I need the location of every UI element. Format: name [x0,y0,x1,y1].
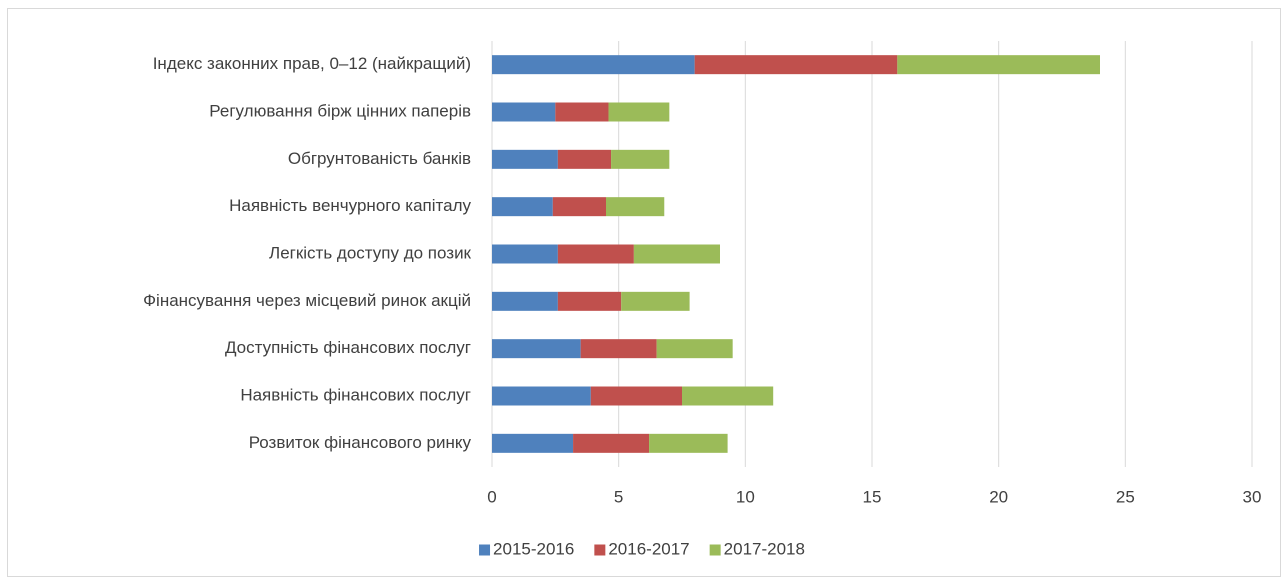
bar-segment [580,339,657,359]
bar-segment [557,291,622,311]
x-tick-label: 20 [989,487,1008,506]
x-tick-label: 0 [487,487,496,506]
x-tick-label: 25 [1116,487,1135,506]
bar-segment [492,386,591,406]
legend-swatch [709,544,721,556]
legend-label: 2017-2018 [724,539,805,558]
bar-segment [492,102,556,122]
bar-segment [633,244,720,264]
bar-segment [573,433,650,453]
bar-segment [621,291,690,311]
bar-segment [492,339,581,359]
x-tick-label: 10 [736,487,755,506]
y-tick-label: Наявність фінансових послуг [240,385,471,404]
legend-swatch [594,544,606,556]
x-tick-label: 5 [614,487,623,506]
bar-segment [694,55,898,75]
x-tick-label: 15 [863,487,882,506]
bar-segment [608,102,670,122]
bar-segment [552,197,606,217]
y-tick-label: Регулювання бірж цінних паперів [209,101,471,120]
bar-segment [656,339,733,359]
bar-segment [492,197,553,217]
y-tick-label: Легкість доступу до позик [269,243,472,262]
y-tick-label: Індекс законних прав, 0–12 (найкращий) [153,54,471,73]
bar-segment [611,149,670,169]
y-tick-label: Наявність венчурного капіталу [229,196,471,215]
bar-segment [492,149,558,169]
bar-segment [492,55,695,75]
bar-segment [606,197,665,217]
y-tick-label: Розвиток фінансового ринку [249,433,472,452]
bar-segment [492,433,574,453]
legend-label: 2016-2017 [608,539,689,558]
bar-segment [492,244,558,264]
bar-segment [557,244,634,264]
legend-label: 2015-2016 [493,539,574,558]
bar-segment [492,291,558,311]
y-tick-label: Доступність фінансових послуг [225,338,471,357]
bar-segment [897,55,1100,75]
x-tick-label: 30 [1243,487,1262,506]
bar-segment [649,433,728,453]
y-tick-label: Обгрунтованість банків [288,149,471,168]
y-tick-label: Фінансування через місцевий ринок акцій [143,291,471,310]
bar-segment [555,102,609,122]
legend-swatch [479,544,491,556]
bar-segment [557,149,612,169]
bar-segment [682,386,774,406]
bar-segment [590,386,682,406]
